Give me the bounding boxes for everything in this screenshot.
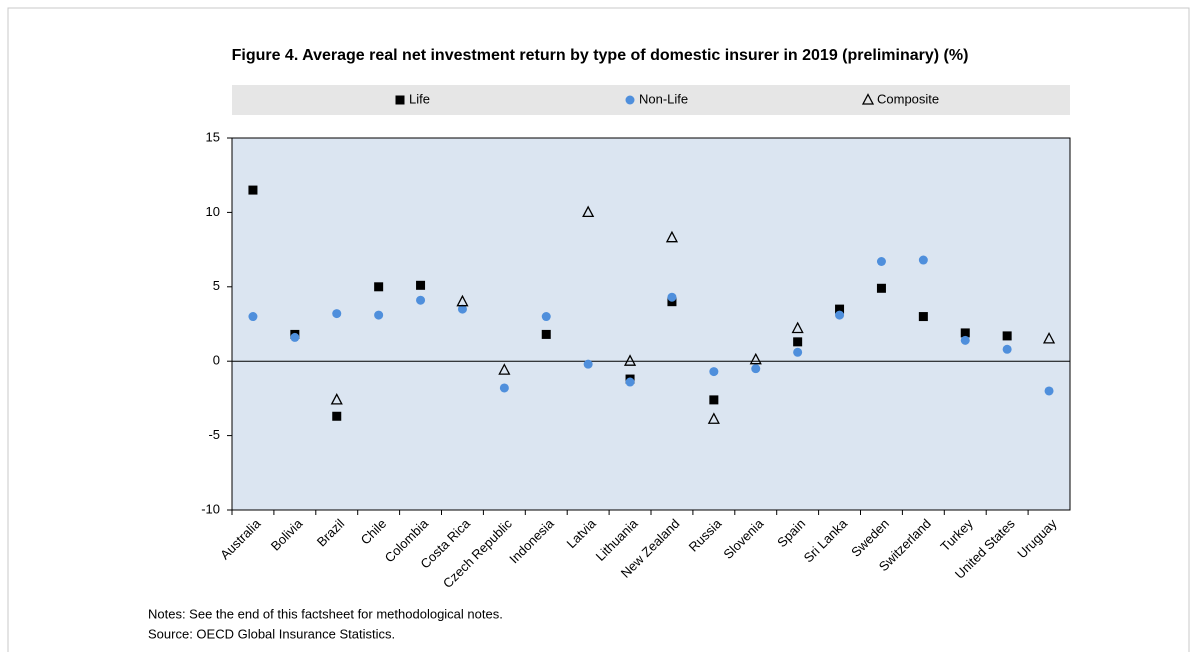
x-tick-label: Brazil [314, 516, 348, 550]
non-life-marker [248, 312, 258, 322]
x-tick-label: Spain [774, 516, 808, 550]
composite-marker [707, 412, 720, 424]
non-life-marker [751, 364, 761, 374]
non-life-marker [332, 309, 342, 319]
non-life-marker [583, 359, 593, 369]
life-marker [960, 328, 970, 338]
composite-marker [665, 230, 679, 243]
x-tick-label: Chile [358, 516, 390, 548]
composite-marker [791, 321, 804, 334]
non-life-marker [960, 335, 970, 345]
non-life-marker [457, 304, 467, 314]
non-life-marker [541, 312, 551, 322]
non-life-marker [918, 255, 928, 265]
life-marker [1002, 331, 1012, 341]
y-tick-label: 5 [213, 278, 220, 293]
x-tick-label: Russia [686, 515, 725, 554]
x-tick-label: Latvia [564, 515, 600, 551]
x-tick-label: Uruguay [1014, 516, 1060, 562]
note: Notes: See the end of this factsheet for… [148, 606, 503, 621]
legend-label: Composite [877, 91, 939, 106]
composite-marker [749, 352, 762, 365]
non-life-marker [499, 383, 509, 393]
x-tick-label: Slovenia [720, 515, 766, 561]
life-marker [876, 283, 886, 293]
composite-marker [498, 363, 511, 375]
y-tick-label: -5 [208, 427, 220, 442]
life-marker [541, 329, 551, 339]
non-life-marker [625, 95, 635, 105]
non-life-marker [709, 367, 719, 377]
life-marker [416, 280, 426, 290]
life-marker [248, 185, 258, 195]
composite-marker [456, 294, 469, 307]
frame [7, 7, 1190, 657]
non-life-marker [1044, 386, 1054, 396]
x-tick-label: Turkey [937, 516, 976, 555]
life-marker [374, 282, 384, 292]
y-tick-label: 10 [206, 204, 220, 219]
x-tick-label: Sri Lanka [801, 515, 851, 565]
non-life-marker [374, 310, 384, 320]
life-marker [395, 95, 405, 105]
non-life-marker [793, 347, 803, 357]
life-marker [332, 411, 342, 421]
y-tick-label: 0 [213, 353, 220, 368]
non-life-marker [876, 257, 886, 267]
non-life-marker [835, 310, 845, 320]
life-marker [918, 312, 928, 322]
non-life-marker [667, 292, 677, 302]
life-marker [835, 304, 845, 314]
composite-marker [861, 93, 875, 105]
legend-band [232, 85, 1070, 115]
x-tick-label: Australia [217, 515, 264, 562]
chart-title: Figure 4. Average real net investment re… [232, 47, 969, 64]
non-life-marker [1002, 344, 1012, 354]
composite-marker [623, 354, 637, 366]
legend-label: Life [409, 91, 430, 106]
plot-area [231, 137, 1071, 511]
composite-marker [582, 205, 595, 218]
life-marker [709, 395, 719, 405]
y-tick-label: -10 [201, 501, 220, 516]
legend-label: Non-Life [639, 91, 688, 106]
non-life-marker [290, 332, 300, 342]
non-life-marker [416, 295, 426, 305]
life-marker [793, 337, 803, 347]
composite-marker [1042, 331, 1056, 344]
y-tick-label: 15 [206, 129, 220, 144]
x-tick-label: Indonesia [506, 515, 557, 566]
non-life-marker [625, 377, 635, 387]
composite-marker [330, 392, 343, 405]
x-tick-label: Bolivia [268, 515, 306, 553]
source: Source: OECD Global Insurance Statistics… [148, 626, 395, 641]
